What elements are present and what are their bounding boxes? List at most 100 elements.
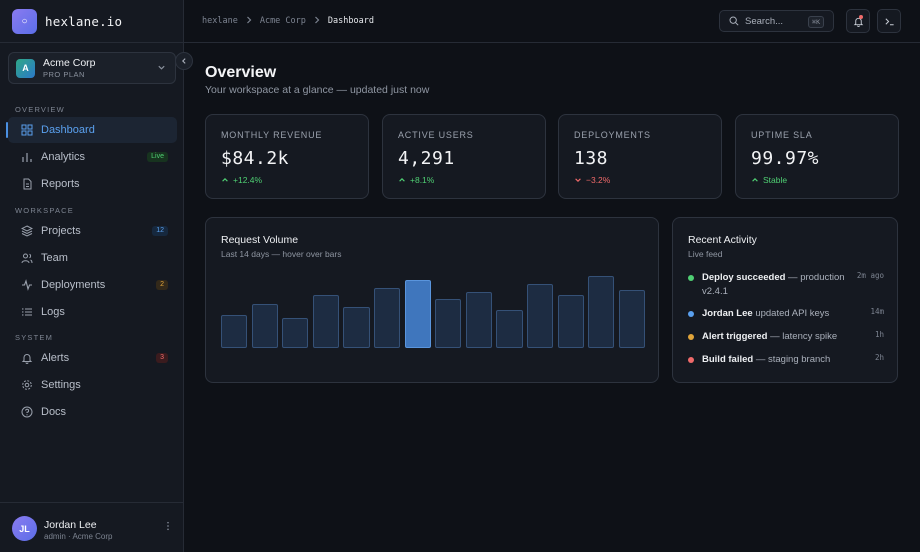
chart-bar[interactable] (557, 295, 584, 348)
sidebar-item-deployments[interactable]: Deployments 2 (8, 272, 177, 298)
activity-time: 14m (870, 307, 884, 316)
chart-bar[interactable] (404, 279, 431, 348)
chart-bar[interactable] (496, 310, 523, 348)
activity-title: Build failed (702, 354, 754, 365)
user-profile[interactable]: JL Jordan Lee admin · Acme Corp (0, 502, 184, 552)
search-input[interactable]: Search... ⌘K (719, 10, 834, 32)
count-badge: 3 (156, 353, 168, 364)
sidebar-item-projects[interactable]: Projects 12 (8, 218, 177, 244)
sidebar-item-label: Alerts (41, 352, 70, 364)
kpi-card-revenue: MONTHLY REVENUE $84.2k +12.4% (205, 114, 369, 199)
activity-detail: updated API keys (752, 308, 830, 319)
sidebar: ○ hexlane.io A Acme Corp PRO PLAN OVERVI… (0, 0, 193, 552)
kpi-delta: −3.2% (574, 175, 610, 185)
kpi-label: ACTIVE USERS (398, 130, 474, 140)
kpi-card-deployments: DEPLOYMENTS 138 −3.2% (558, 114, 722, 199)
activity-item[interactable]: Deploy succeeded — production v2.4.1 2m … (688, 271, 884, 299)
recent-activity-panel: Recent Activity Live feed Deploy succeed… (672, 217, 898, 383)
workspace-switcher[interactable]: A Acme Corp PRO PLAN (8, 52, 176, 84)
chart-bar[interactable] (588, 276, 615, 348)
sidebar-item-reports[interactable]: Reports (8, 171, 177, 197)
document-icon (20, 178, 33, 191)
chart-bar[interactable] (221, 314, 248, 348)
sidebar-item-label: Deployments (41, 279, 106, 291)
sidebar-item-label: Analytics (41, 151, 86, 163)
more-vertical-icon[interactable] (166, 521, 170, 534)
chevron-left-icon (182, 58, 186, 64)
activity-detail: — staging branch (753, 354, 831, 365)
sidebar-item-team[interactable]: Team (8, 245, 177, 271)
kpi-delta: Stable (751, 175, 787, 185)
panel-title: Request Volume (221, 234, 299, 246)
breadcrumb-item[interactable]: hexlane (202, 16, 238, 26)
breadcrumb: hexlane Acme Corp Dashboard (202, 16, 374, 26)
sidebar-item-alerts[interactable]: Alerts 3 (8, 345, 177, 371)
panel-subtitle: Live feed (688, 249, 723, 259)
chevron-up-icon (222, 178, 228, 182)
status-dot (688, 311, 694, 317)
sidebar-item-label: Projects (41, 225, 81, 237)
chart-bar[interactable] (527, 283, 554, 348)
terminal-icon (884, 17, 894, 25)
workspace-name: Acme Corp (43, 57, 96, 69)
terminal-button[interactable] (877, 9, 901, 33)
chart-bar[interactable] (343, 306, 370, 348)
sidebar-item-label: Settings (41, 379, 81, 391)
avatar: JL (12, 516, 37, 541)
kpi-value: 99.97% (751, 148, 820, 169)
activity-title: Alert triggered (702, 331, 768, 342)
kpi-card-uptime: UPTIME SLA 99.97% Stable (735, 114, 899, 199)
chart-bar[interactable] (435, 299, 462, 348)
user-name: Jordan Lee (44, 519, 97, 531)
brand-name: hexlane.io (45, 14, 123, 29)
divider (0, 42, 184, 43)
topbar: hexlane Acme Corp Dashboard Search... ⌘K (184, 0, 920, 43)
kpi-card-users: ACTIVE USERS 4,291 +8.1% (382, 114, 546, 199)
activity-item[interactable]: Jordan Lee updated API keys 14m (688, 307, 884, 321)
chart-bar[interactable] (465, 291, 492, 348)
workspace-avatar: A (16, 58, 35, 78)
sidebar-item-logs[interactable]: Logs (8, 299, 177, 325)
chart-bar[interactable] (282, 318, 309, 348)
activity-time: 1h (874, 330, 884, 339)
breadcrumb-item[interactable]: Acme Corp (259, 16, 306, 26)
kpi-label: MONTHLY REVENUE (221, 130, 323, 140)
kpi-delta-text: Stable (763, 175, 788, 185)
help-circle-icon (20, 406, 33, 419)
chart-bar[interactable] (312, 295, 339, 348)
bar-chart-icon (20, 151, 33, 164)
status-dot (688, 334, 694, 340)
page-title: Overview (205, 64, 277, 81)
panel-title: Recent Activity (688, 234, 757, 246)
kpi-value: 4,291 (398, 148, 455, 169)
activity-item[interactable]: Build failed — staging branch 2h (688, 353, 884, 367)
activity-time: 2m ago (856, 271, 884, 280)
sidebar-item-analytics[interactable]: Analytics Live (8, 144, 177, 170)
chart-bar[interactable] (251, 303, 278, 348)
panel-subtitle: Last 14 days — hover over bars (221, 249, 342, 259)
gear-icon (20, 379, 33, 392)
sidebar-item-docs[interactable]: Docs (8, 399, 177, 425)
users-icon (20, 252, 33, 265)
activity-item[interactable]: Alert triggered — latency spike 1h (688, 330, 884, 344)
section-label-workspace: WORKSPACE (15, 206, 75, 215)
brand[interactable]: ○ hexlane.io (12, 9, 122, 34)
activity-title: Jordan Lee (702, 308, 753, 319)
sidebar-item-label: Dashboard (41, 124, 95, 136)
sidebar-item-dashboard[interactable]: Dashboard (6, 117, 177, 143)
notifications-button[interactable] (846, 9, 870, 33)
activity-time: 2h (874, 353, 884, 362)
kpi-delta-text: +8.1% (410, 175, 435, 185)
status-dot (688, 275, 694, 281)
section-label-system: SYSTEM (15, 333, 54, 342)
kpi-value: $84.2k (221, 148, 290, 169)
collapse-sidebar-button[interactable] (175, 52, 193, 70)
sidebar-item-settings[interactable]: Settings (8, 372, 177, 398)
chart-bar[interactable] (374, 288, 401, 348)
chevron-right-icon (314, 16, 320, 26)
kpi-delta: +8.1% (398, 175, 434, 185)
sidebar-item-label: Reports (41, 178, 80, 190)
chart-bar[interactable] (618, 289, 645, 348)
kpi-delta: +12.4% (221, 175, 262, 185)
search-icon (729, 16, 739, 26)
